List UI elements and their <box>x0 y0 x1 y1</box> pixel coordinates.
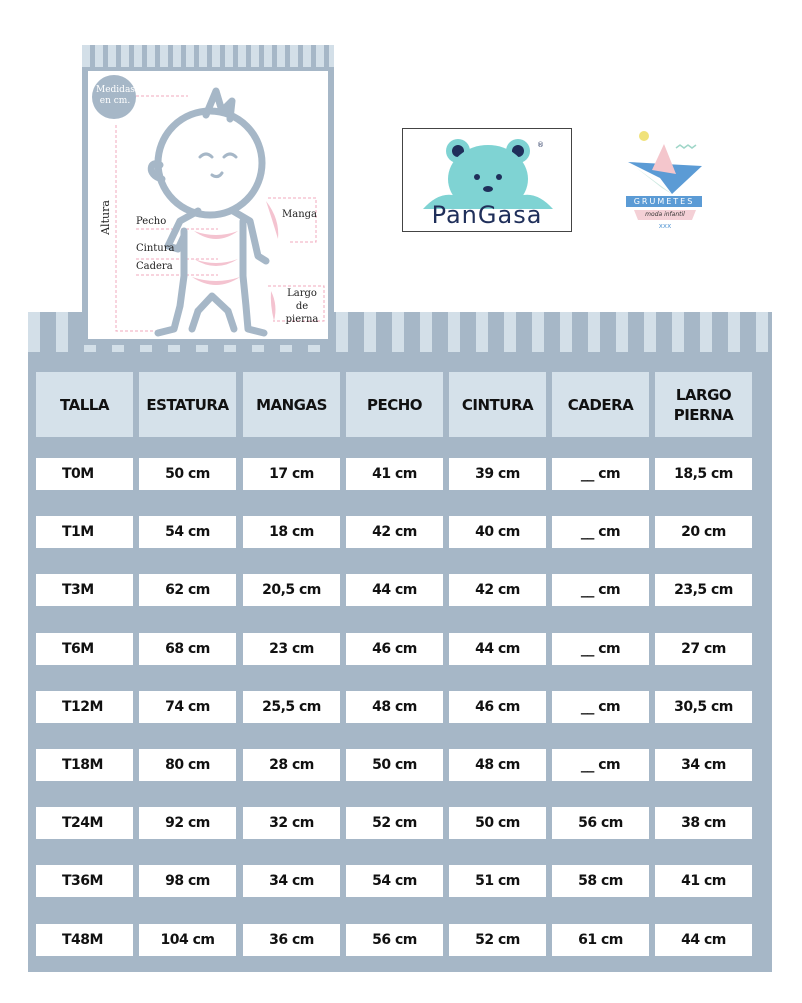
baby-figure-illustration <box>92 75 325 337</box>
svg-text:xxx: xxx <box>659 222 671 228</box>
cell-estatura: 74 cm <box>139 690 236 723</box>
cell-mangas: 20,5 cm <box>243 574 340 607</box>
header-cintura: CINTURA <box>449 372 546 437</box>
cell-mangas: 17 cm <box>243 458 340 490</box>
cell-pecho: 54 cm <box>346 865 443 898</box>
medidas-badge <box>92 75 136 119</box>
cell-estatura: 92 cm <box>139 807 236 840</box>
label-largo-pierna: Largo de pierna <box>285 288 319 325</box>
svg-text:®: ® <box>537 141 544 149</box>
cell-cadera: 56 cm <box>552 807 649 840</box>
cell-pecho: 44 cm <box>346 574 443 607</box>
cell-talla: T48M <box>36 923 133 956</box>
cell-estatura: 50 cm <box>139 458 236 490</box>
cell-talla: T3M <box>36 574 133 607</box>
cell-pecho: 50 cm <box>346 749 443 781</box>
cell-talla: T1M <box>36 516 133 549</box>
cell-mangas: 25,5 cm <box>243 690 340 723</box>
cell-mangas: 23 cm <box>243 632 340 665</box>
label-manga: Manga <box>282 209 318 220</box>
header-estatura: ESTATURA <box>139 372 236 437</box>
header-pecho: PECHO <box>346 372 443 437</box>
header-largo-pierna: LARGO PIERNA <box>655 372 752 437</box>
cell-talla: T12M <box>36 690 133 723</box>
cell-pecho: 46 cm <box>346 632 443 665</box>
cell-estatura: 80 cm <box>139 749 236 781</box>
label-pecho: Pecho <box>136 216 167 227</box>
cell-estatura: 62 cm <box>139 574 236 607</box>
header-talla: TALLA <box>36 372 133 437</box>
cell-cintura: 42 cm <box>449 574 546 607</box>
cell-mangas: 18 cm <box>243 516 340 549</box>
cell-largo-pierna: 23,5 cm <box>655 574 752 607</box>
measurement-diagram: Medidas en cm. Altura Pecho Cintura Cade… <box>82 45 334 345</box>
cell-talla: T18M <box>36 749 133 781</box>
cell-cadera: 61 cm <box>552 923 649 956</box>
cell-cintura: 52 cm <box>449 923 546 956</box>
size-table-panel: TALLA ESTATURA MANGAS PECHO CINTURA CADERA LAR… <box>28 312 772 972</box>
paper-boat-icon: xxx <box>626 131 702 230</box>
cell-estatura: 54 cm <box>139 516 236 549</box>
cell-pecho: 56 cm <box>346 923 443 956</box>
cell-cadera: __ cm <box>552 458 649 490</box>
grumetes-logo: xxx GRUMETES moda infantil <box>622 128 708 230</box>
cell-estatura: 104 cm <box>139 923 236 956</box>
cell-cintura: 48 cm <box>449 749 546 781</box>
label-cintura: Cintura <box>136 243 175 254</box>
cell-cadera: __ cm <box>552 516 649 549</box>
grumetes-tagline: moda infantil <box>645 211 685 218</box>
cell-largo-pierna: 27 cm <box>655 632 752 665</box>
cell-talla: T36M <box>36 865 133 898</box>
cell-largo-pierna: 38 cm <box>655 807 752 840</box>
cell-estatura: 68 cm <box>139 632 236 665</box>
cell-cadera: __ cm <box>552 690 649 723</box>
medidas-badge-text: Medidas en cm. <box>96 85 135 106</box>
cell-mangas: 32 cm <box>243 807 340 840</box>
cell-mangas: 28 cm <box>243 749 340 781</box>
cell-largo-pierna: 30,5 cm <box>655 690 752 723</box>
cell-largo-pierna: 44 cm <box>655 923 752 956</box>
header-cadera: CADERA <box>552 372 649 437</box>
cell-talla: T6M <box>36 632 133 665</box>
cell-largo-pierna: 20 cm <box>655 516 752 549</box>
label-altura: Altura <box>98 200 112 235</box>
grumetes-wordmark: GRUMETES <box>633 197 695 206</box>
cell-largo-pierna: 41 cm <box>655 865 752 898</box>
cell-mangas: 36 cm <box>243 923 340 956</box>
cell-cintura: 50 cm <box>449 807 546 840</box>
cell-pecho: 48 cm <box>346 690 443 723</box>
cell-estatura: 98 cm <box>139 865 236 898</box>
cell-cadera: 58 cm <box>552 865 649 898</box>
cell-cadera: __ cm <box>552 574 649 607</box>
decorative-stripes <box>82 45 334 67</box>
cell-cadera: __ cm <box>552 749 649 781</box>
cell-pecho: 42 cm <box>346 516 443 549</box>
cell-pecho: 52 cm <box>346 807 443 840</box>
cell-cintura: 51 cm <box>449 865 546 898</box>
cell-pecho: 41 cm <box>346 458 443 490</box>
pangasa-wordmark: PanGasa <box>431 201 543 229</box>
cell-cadera: __ cm <box>552 632 649 665</box>
header-mangas: MANGAS <box>243 372 340 437</box>
cell-mangas: 34 cm <box>243 865 340 898</box>
pangasa-logo: ® PanGasa <box>402 128 572 232</box>
label-cadera: Cadera <box>136 261 173 272</box>
cell-cintura: 46 cm <box>449 690 546 723</box>
cell-cintura: 39 cm <box>449 458 546 490</box>
cell-talla: T0M <box>36 458 133 490</box>
bear-icon: ® <box>423 139 553 209</box>
cell-talla: T24M <box>36 807 133 840</box>
cell-cintura: 44 cm <box>449 632 546 665</box>
cell-cintura: 40 cm <box>449 516 546 549</box>
cell-largo-pierna: 34 cm <box>655 749 752 781</box>
cell-largo-pierna: 18,5 cm <box>655 458 752 490</box>
